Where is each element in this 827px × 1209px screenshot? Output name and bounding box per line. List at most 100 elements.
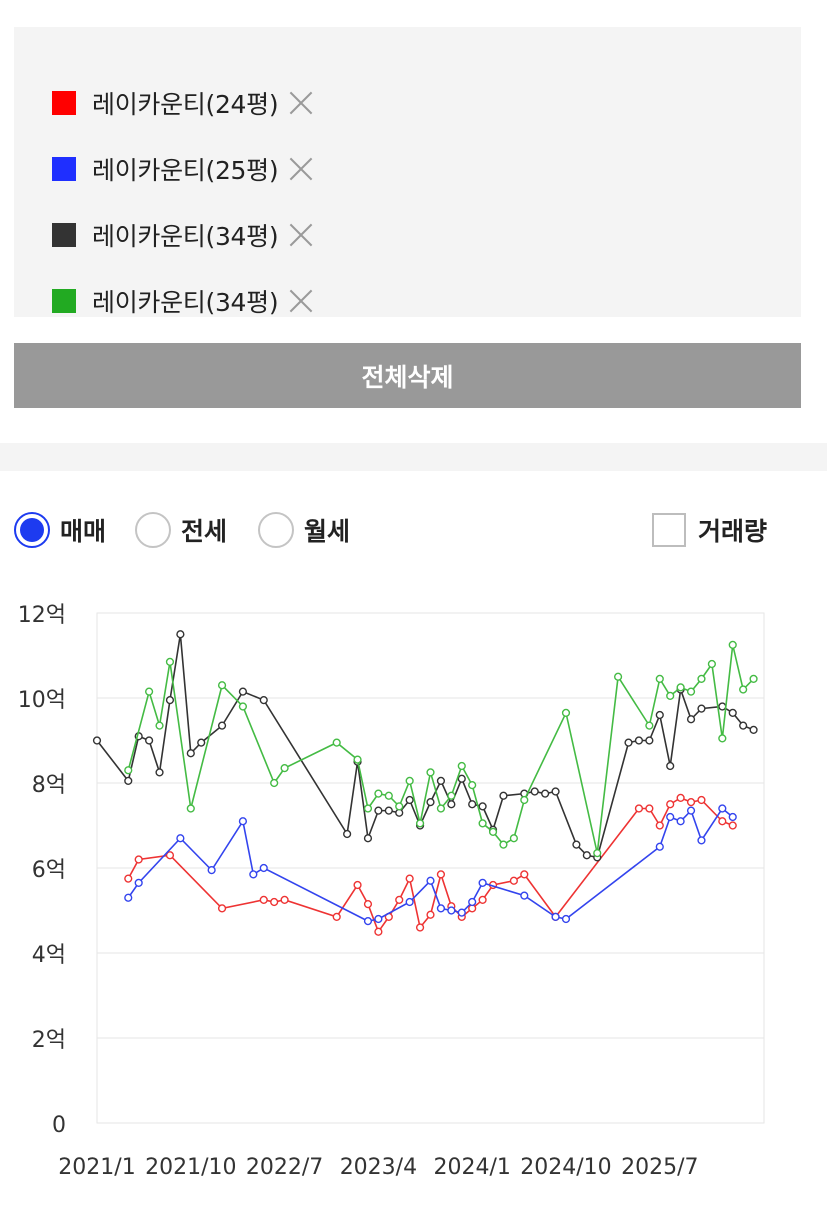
data-point bbox=[332, 912, 341, 921]
price-trend-chart: 0 2억 4억 6억 8억 10억 12억 2021/1 2021/10 2022/7 2023/4… bbox=[18, 603, 765, 1180]
data-point bbox=[468, 800, 477, 809]
data-point bbox=[124, 766, 133, 775]
compare-item-label: 레이카운티(25평) bbox=[92, 156, 279, 185]
radio-label: 전세 bbox=[181, 517, 228, 546]
radio-label: 매매 bbox=[60, 517, 107, 546]
data-point bbox=[124, 874, 133, 883]
data-point bbox=[572, 840, 581, 849]
radio-jeonse[interactable]: 전세 bbox=[135, 510, 227, 550]
data-point bbox=[551, 912, 560, 921]
x-tick-label: 2023/4 bbox=[340, 1155, 417, 1180]
data-point bbox=[697, 795, 706, 805]
data-point bbox=[478, 819, 487, 828]
radio-button[interactable] bbox=[135, 512, 171, 548]
data-point bbox=[666, 812, 675, 822]
data-point bbox=[186, 749, 195, 758]
close-icon[interactable] bbox=[286, 220, 316, 250]
data-point bbox=[457, 774, 466, 783]
data-point bbox=[259, 895, 268, 904]
data-point bbox=[238, 687, 248, 696]
data-point bbox=[728, 640, 737, 649]
data-point bbox=[718, 734, 727, 743]
compare-item-label: 레이카운티(34평) bbox=[92, 222, 279, 251]
data-point bbox=[666, 761, 675, 771]
y-tick-label: 6억 bbox=[32, 858, 66, 883]
data-point bbox=[718, 804, 727, 813]
data-point bbox=[124, 893, 133, 902]
data-point bbox=[478, 895, 487, 904]
data-point bbox=[739, 685, 748, 694]
close-icon[interactable] bbox=[286, 88, 316, 118]
series-line-group bbox=[124, 793, 737, 936]
series-line bbox=[96, 634, 754, 859]
trade-type-selector: 매매 전세 월세 거래량 bbox=[0, 504, 827, 554]
x-tick-label: 2021/10 bbox=[145, 1155, 236, 1180]
data-point bbox=[217, 681, 227, 690]
data-point bbox=[217, 721, 227, 730]
close-icon[interactable] bbox=[286, 286, 316, 316]
data-point bbox=[645, 736, 654, 745]
data-point bbox=[447, 800, 456, 809]
data-point bbox=[541, 789, 550, 798]
data-point bbox=[718, 817, 727, 826]
x-tick-label: 2025/7 bbox=[621, 1155, 698, 1180]
data-point bbox=[561, 914, 571, 924]
series-color-swatch bbox=[52, 223, 76, 247]
data-point bbox=[697, 836, 706, 845]
delete-all-button[interactable]: 전체삭제 bbox=[14, 343, 801, 408]
data-point bbox=[582, 851, 591, 860]
compare-list: 레이카운티(24평) 레이카운티(25평) 레이카운티(34평) 레이카운티(3… bbox=[14, 27, 801, 317]
data-point bbox=[207, 866, 216, 875]
y-tick-label: 10억 bbox=[18, 688, 66, 713]
data-point bbox=[468, 781, 477, 790]
data-point bbox=[217, 904, 227, 913]
data-point bbox=[124, 776, 133, 785]
volume-toggle[interactable]: 거래량 bbox=[652, 510, 767, 550]
data-point bbox=[395, 895, 404, 904]
data-point bbox=[697, 674, 706, 683]
data-point bbox=[374, 927, 383, 936]
data-point bbox=[634, 736, 644, 745]
section-divider bbox=[0, 443, 827, 471]
data-point bbox=[551, 787, 560, 796]
data-point bbox=[363, 804, 373, 813]
data-point bbox=[426, 768, 435, 777]
close-icon[interactable] bbox=[286, 154, 316, 184]
compare-item: 레이카운티(24평) bbox=[52, 83, 316, 123]
data-point bbox=[165, 851, 175, 860]
radio-button[interactable] bbox=[14, 512, 50, 548]
data-point bbox=[415, 819, 425, 828]
data-point bbox=[613, 672, 623, 681]
data-point bbox=[363, 834, 373, 843]
data-point bbox=[332, 738, 341, 747]
data-point bbox=[155, 721, 164, 730]
data-point bbox=[134, 878, 143, 887]
x-tick-label: 2024/10 bbox=[520, 1155, 611, 1180]
data-point bbox=[353, 880, 362, 890]
data-point bbox=[645, 804, 654, 813]
data-point bbox=[728, 708, 737, 717]
chart-series bbox=[92, 630, 758, 936]
series-line-group bbox=[124, 640, 758, 858]
data-point bbox=[655, 842, 664, 851]
y-tick-label: 8억 bbox=[32, 773, 66, 798]
data-point bbox=[676, 683, 685, 692]
series-color-swatch bbox=[52, 91, 76, 115]
data-point bbox=[593, 849, 602, 858]
data-point bbox=[436, 870, 446, 879]
data-point bbox=[363, 900, 373, 909]
radio-sale[interactable]: 매매 bbox=[14, 510, 106, 550]
data-point bbox=[478, 878, 487, 887]
data-point bbox=[436, 776, 446, 785]
data-point bbox=[238, 702, 248, 711]
data-point bbox=[634, 804, 644, 813]
radio-button[interactable] bbox=[258, 512, 294, 548]
radio-monthly-rent[interactable]: 월세 bbox=[258, 510, 350, 550]
radio-label: 월세 bbox=[304, 517, 351, 546]
data-point bbox=[384, 806, 393, 815]
data-point bbox=[415, 923, 425, 932]
data-point bbox=[155, 768, 164, 777]
data-point bbox=[499, 791, 508, 800]
volume-checkbox[interactable] bbox=[652, 513, 686, 547]
data-point bbox=[728, 812, 737, 822]
